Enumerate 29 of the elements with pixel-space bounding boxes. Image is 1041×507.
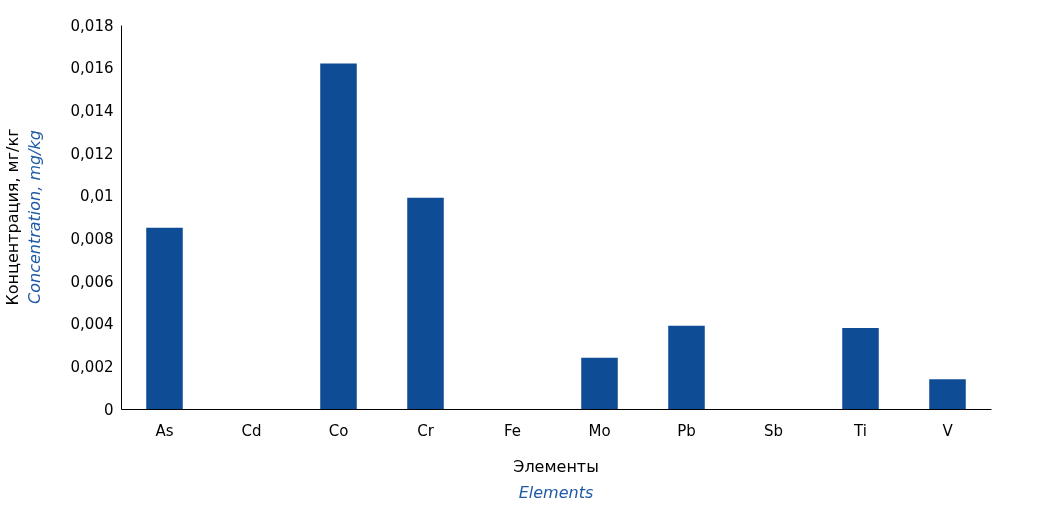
- bar: [320, 63, 357, 409]
- y-axis-title: Концентрация, мг/кг Concentration, mg/kg: [3, 128, 44, 306]
- x-tick-label: Ti: [853, 421, 867, 440]
- y-tick-label: 0,018: [70, 16, 114, 35]
- bar: [842, 327, 879, 409]
- y-tick-label: 0,012: [70, 144, 114, 163]
- bar: [407, 197, 444, 409]
- y-tick-label: 0,016: [70, 59, 114, 78]
- y-tick-label: 0,004: [70, 315, 114, 334]
- x-tick-label: Fe: [503, 421, 522, 440]
- y-tick-label: 0,006: [70, 272, 114, 291]
- x-tick-label: Co: [328, 421, 349, 440]
- bar: [929, 379, 966, 409]
- y-tick-label: 0,008: [70, 229, 114, 248]
- x-tick-label: Cr: [417, 421, 435, 440]
- y-tick-label: 0,014: [70, 101, 114, 120]
- x-tick-label: Sb: [763, 421, 784, 440]
- bar: [146, 227, 183, 409]
- x-tick-label: Pb: [677, 421, 696, 440]
- y-tick-label: 0: [103, 400, 114, 419]
- x-tick-label: As: [155, 421, 174, 440]
- x-tick-label: Mo: [588, 421, 611, 440]
- y-tick-label: 0,002: [70, 357, 114, 376]
- bar: [581, 357, 618, 409]
- x-tick-label: V: [942, 421, 954, 440]
- bar: [668, 325, 705, 409]
- x-tick-label: Cd: [241, 421, 262, 440]
- y-tick-label: 0,01: [80, 187, 114, 206]
- x-axis-title: Элементы Elements: [513, 457, 599, 502]
